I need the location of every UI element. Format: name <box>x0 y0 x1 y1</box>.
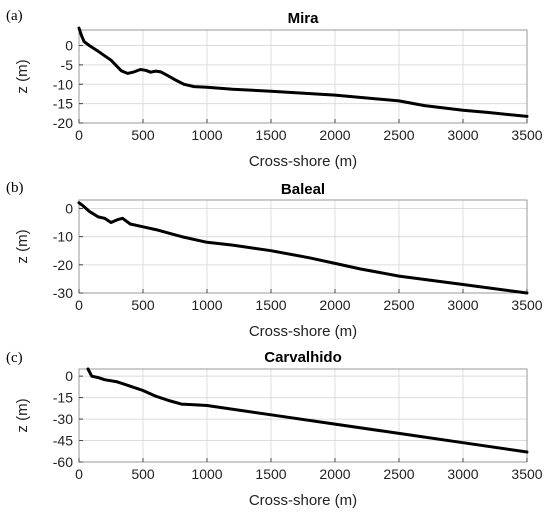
chart-title: Carvalhido <box>264 349 342 366</box>
y-tick-label: -10 <box>53 76 73 92</box>
y-tick-label: -20 <box>53 257 73 273</box>
x-tick-label: 0 <box>75 127 83 143</box>
x-axis-label: Cross-shore (m) <box>249 492 357 509</box>
profile-line <box>77 26 529 118</box>
y-tick-label: -60 <box>53 454 73 470</box>
x-axis-label: Cross-shore (m) <box>249 153 357 170</box>
x-tick-label: 1500 <box>255 297 286 313</box>
x-axis-label: Cross-shore (m) <box>249 323 357 340</box>
y-tick-label: -15 <box>53 96 73 112</box>
x-tick-label: 1000 <box>191 466 222 482</box>
chart-title: Mira <box>288 10 320 27</box>
panel-label: (c) <box>6 350 23 366</box>
x-tick-label: 2000 <box>319 297 350 313</box>
x-tick-label: 2500 <box>383 127 414 143</box>
x-tick-label: 500 <box>131 127 155 143</box>
panel-label: (b) <box>6 180 24 196</box>
x-tick-label: 3500 <box>511 297 542 313</box>
x-tick-label: 1000 <box>191 297 222 313</box>
profile-line <box>86 367 529 454</box>
x-tick-label: 0 <box>75 297 83 313</box>
y-tick-label: -15 <box>53 390 73 406</box>
x-tick-label: 500 <box>131 297 155 313</box>
x-tick-label: 1500 <box>255 466 286 482</box>
y-tick-label: -20 <box>53 115 73 131</box>
x-tick-label: 2000 <box>319 466 350 482</box>
axes-frame <box>78 29 528 124</box>
plot-area <box>79 200 527 293</box>
panel-label: (a) <box>6 8 23 24</box>
y-tick-label: 0 <box>65 200 73 216</box>
y-axis-label: z (m) <box>14 229 31 263</box>
y-tick-label: 0 <box>65 38 73 54</box>
x-tick-label: 3500 <box>511 466 542 482</box>
chart-title: Baleal <box>281 181 325 198</box>
x-tick-label: 0 <box>75 466 83 482</box>
panel-b: 0 500 1000 1500 2000 2500 3000 3500 0 -10 -20 -30 (b… <box>6 180 543 340</box>
x-tick-label: 3000 <box>447 297 478 313</box>
profile-line <box>77 201 529 295</box>
axes-frame <box>78 199 528 294</box>
x-tick-label: 1000 <box>191 127 222 143</box>
y-tick-label: 0 <box>65 368 73 384</box>
x-tick-label: 2500 <box>383 466 414 482</box>
y-tick-label: -30 <box>53 411 73 427</box>
x-tick-label: 1500 <box>255 127 286 143</box>
y-axis-label: z (m) <box>14 59 31 93</box>
x-tick-label: 2000 <box>319 127 350 143</box>
panel-a: 0 500 1000 1500 2000 2500 3000 3500 0 -5 -10 -15 -20… <box>6 8 543 170</box>
y-tick-label: -45 <box>53 433 73 449</box>
plot-area <box>79 369 527 462</box>
x-tick-label: 3000 <box>447 127 478 143</box>
y-axis-label: z (m) <box>14 398 31 432</box>
x-tick-label: 3000 <box>447 466 478 482</box>
axes-frame <box>78 368 528 463</box>
y-tick-label: -5 <box>61 57 74 73</box>
y-tick-label: -10 <box>53 229 73 245</box>
x-tick-label: 3500 <box>511 127 542 143</box>
x-tick-label: 2500 <box>383 297 414 313</box>
y-tick-label: -30 <box>53 285 73 301</box>
panel-c: 0 500 1000 1500 2000 2500 3000 3500 0 -15 -30 -45 -6… <box>6 349 543 509</box>
x-tick-label: 500 <box>131 466 155 482</box>
